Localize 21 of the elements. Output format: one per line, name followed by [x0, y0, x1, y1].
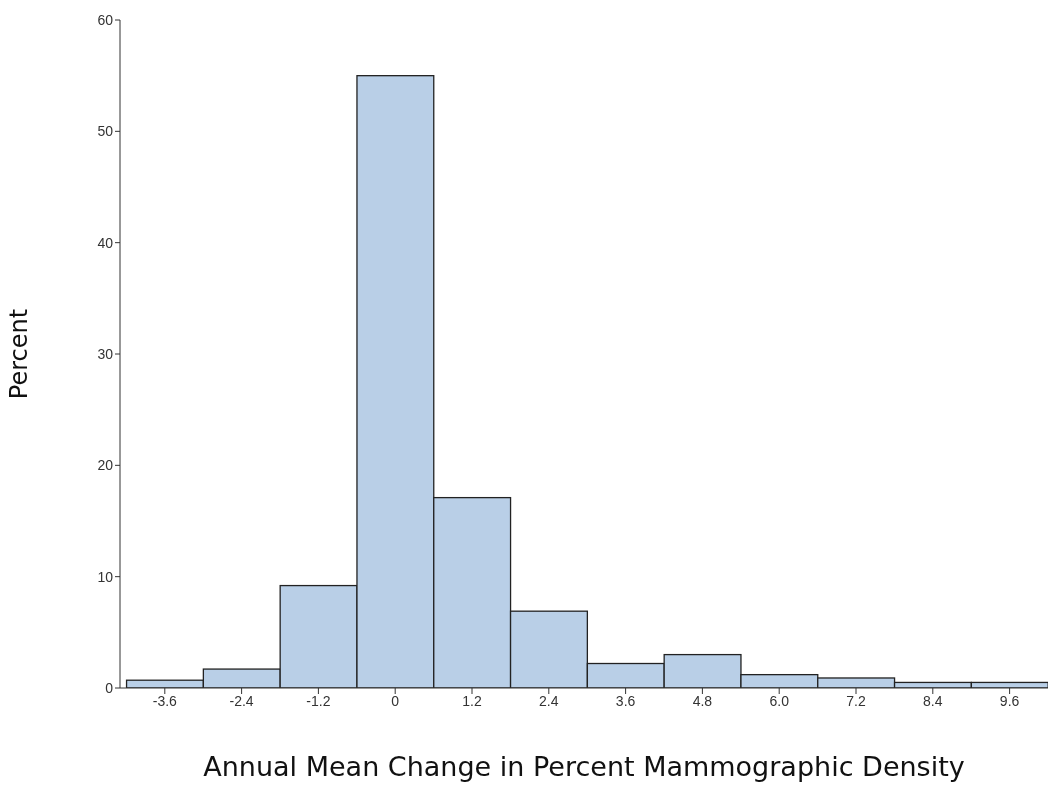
x-tick-label: -1.2 — [306, 692, 331, 709]
x-tick-label: 3.6 — [615, 692, 636, 709]
x-tick-label: 0 — [391, 692, 400, 709]
y-tick-label: 0 — [105, 679, 114, 696]
y-tick-label: 60 — [97, 11, 114, 28]
x-tick-label: -2.4 — [229, 692, 254, 709]
x-tick-label: 1.2 — [462, 692, 482, 709]
x-tick-label: -3.6 — [152, 692, 178, 709]
x-tick-label: 9.6 — [999, 692, 1020, 709]
x-axis-title: Annual Mean Change in Percent Mammographic Density — [203, 751, 965, 782]
x-tick-label: 4.8 — [692, 692, 713, 709]
y-tick-label: 10 — [97, 568, 114, 585]
y-tick-label: 50 — [97, 123, 114, 140]
x-tick-label: 2.4 — [539, 692, 559, 709]
y-axis-title: Percent — [4, 308, 33, 400]
x-tick-label: 6.0 — [769, 692, 790, 709]
x-tick-label: 7.2 — [846, 692, 866, 709]
y-tick-label: 20 — [97, 457, 114, 474]
x-tick-label: 8.4 — [923, 692, 943, 709]
y-tick-label: 30 — [97, 345, 114, 362]
y-tick-label: 40 — [97, 234, 114, 251]
